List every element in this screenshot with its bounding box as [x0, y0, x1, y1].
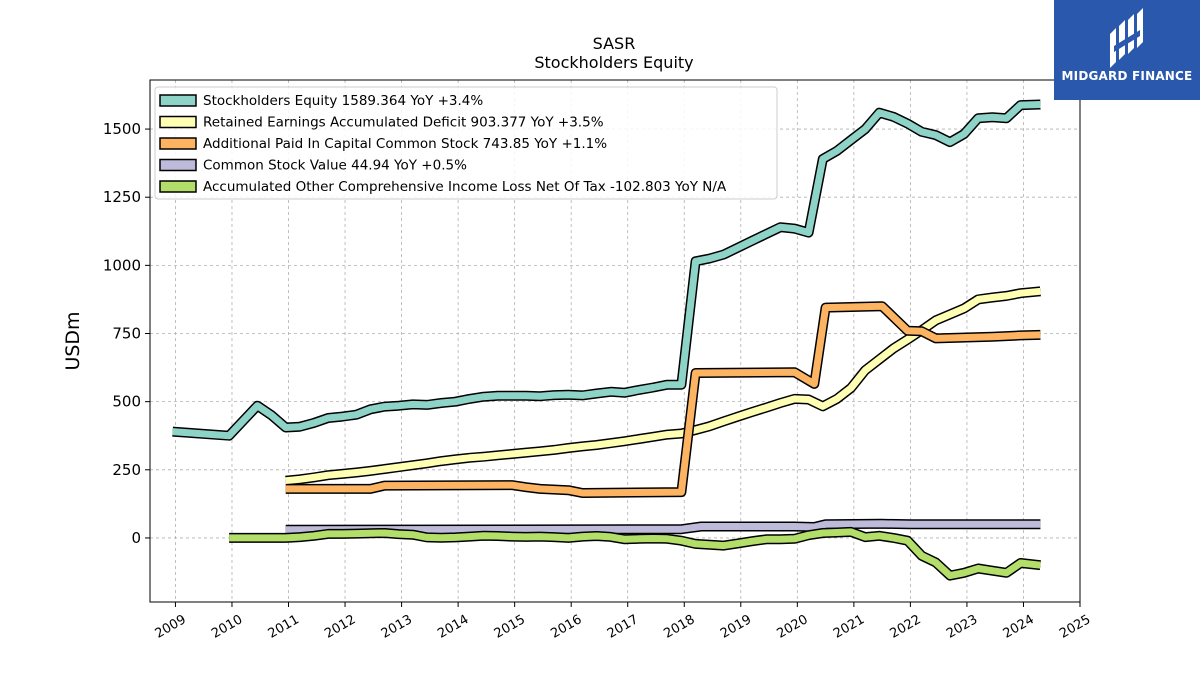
legend-entry: Stockholders Equity 1589.364 YoY +3.4%: [203, 93, 483, 109]
series-line: [285, 302, 1041, 497]
x-tick-label: 2020: [774, 612, 810, 642]
midgard-logo-icon: [1110, 8, 1143, 68]
y-tick-label: 750: [112, 325, 141, 343]
series-line: [172, 101, 1041, 440]
series-4: [285, 518, 1041, 535]
logo-text: MIDGARD FINANCE: [1061, 69, 1193, 83]
x-tick-label: 2021: [831, 612, 867, 642]
legend-swatch: [159, 158, 197, 172]
legend-swatch: [159, 115, 197, 129]
legend: Stockholders Equity 1589.364 YoY +3.4% Re…: [154, 86, 778, 200]
legend-swatch: [159, 180, 197, 193]
x-tick-label: 2015: [492, 612, 528, 642]
series-layer: [172, 99, 1041, 581]
y-tick-label: 250: [112, 461, 141, 479]
x-tick-label: 2022: [888, 612, 924, 642]
x-tick-label: 2011: [266, 612, 302, 642]
x-tick-label: 2012: [322, 612, 358, 642]
x-tick-label: 2018: [661, 612, 697, 642]
series-line: [285, 287, 1041, 485]
x-tick-label: 2010: [209, 612, 245, 642]
series-2: [285, 286, 1041, 486]
x-tick-label: 2025: [1057, 612, 1093, 642]
plot-frame: [149, 79, 1081, 603]
x-tick-label: 2023: [944, 612, 980, 642]
x-tick-label: 2017: [605, 612, 641, 642]
series-5: [229, 526, 1041, 581]
y-tick-label: 500: [112, 393, 141, 411]
legend-entry: Accumulated Other Comprehensive Income L…: [203, 179, 727, 195]
x-axis-ticks: 2009 2010 2011 2012 2013 2014 2015 2016 2017 2018…: [153, 602, 1093, 642]
legend-box: [154, 86, 778, 200]
y-tick-label: 1250: [103, 188, 141, 206]
y-axis-label: USDm: [62, 311, 84, 370]
chart-title: SASR: [593, 34, 636, 53]
legend-entry: Retained Earnings Accumulated Deficit 90…: [203, 115, 604, 131]
series-line: [229, 528, 1041, 580]
legend-entry: Additional Paid In Capital Common Stock …: [203, 136, 607, 152]
legend-swatch: [159, 94, 197, 107]
series-line: [285, 520, 1041, 534]
legend-entry: Common Stock Value 44.94 YoY +0.5%: [203, 158, 467, 174]
x-tick-label: 2013: [379, 612, 415, 642]
x-tick-label: 2009: [153, 612, 189, 642]
y-axis-ticks: 0 250 500 750 1000 1250 1500: [103, 120, 150, 547]
y-tick-label: 1500: [103, 120, 141, 138]
x-tick-label: 2014: [435, 612, 471, 642]
chart-subtitle: Stockholders Equity: [534, 53, 693, 72]
series-1: [172, 99, 1041, 441]
x-tick-label: 2016: [548, 612, 584, 642]
legend-swatch: [159, 137, 197, 150]
series-3: [285, 301, 1041, 498]
y-tick-label: 0: [131, 529, 141, 547]
y-tick-label: 1000: [103, 256, 141, 274]
x-tick-label: 2019: [718, 612, 754, 642]
midgard-logo: MIDGARD FINANCE: [1054, 0, 1200, 100]
x-tick-label: 2024: [1001, 612, 1037, 642]
